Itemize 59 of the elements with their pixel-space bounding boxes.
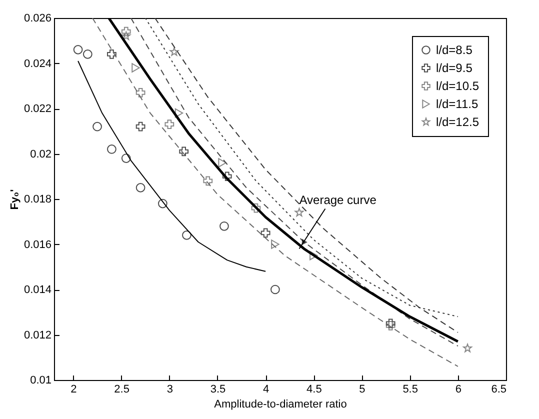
- point: [107, 50, 116, 59]
- annotation: Average curve: [299, 192, 377, 207]
- legend-label: l/d=9.5: [436, 61, 473, 75]
- point: [92, 122, 102, 132]
- point: [121, 154, 131, 163]
- line-series: [78, 60, 266, 272]
- point: [294, 208, 304, 216]
- point: [386, 321, 396, 330]
- point: [136, 88, 146, 98]
- y-tick-label: 0.026: [24, 12, 52, 24]
- x-tick-label: 5: [359, 384, 366, 396]
- point: [203, 176, 213, 186]
- point: [136, 183, 146, 192]
- point: [463, 344, 472, 352]
- point: [158, 198, 168, 208]
- y-tick-label: 0.01: [30, 374, 52, 386]
- point: [73, 45, 83, 54]
- point: [132, 63, 140, 72]
- x-tick-label: 2.5: [114, 384, 130, 396]
- y-axis-title: Fy₀': [8, 188, 21, 210]
- y-tick-label: 0.018: [24, 194, 52, 206]
- point: [222, 172, 232, 182]
- x-tick-label: 4.5: [306, 384, 322, 396]
- x-tick-label: 6: [455, 384, 462, 396]
- point: [170, 47, 179, 56]
- y-tick-label: 0.014: [24, 284, 52, 296]
- legend-label: l/d=11.5: [436, 97, 478, 111]
- x-tick-label: 4: [263, 384, 270, 396]
- point: [82, 50, 92, 59]
- legend-label: l/d=8.5: [436, 43, 473, 57]
- point: [122, 31, 131, 40]
- point: [260, 228, 270, 238]
- point: [310, 250, 318, 260]
- point: [271, 240, 280, 249]
- y-tick-label: 0.016: [24, 238, 52, 251]
- y-tick-label: 0.022: [24, 103, 52, 115]
- x-axis-title: Amplitude-to-diameter ratio: [214, 398, 347, 410]
- point: [218, 158, 226, 168]
- point: [136, 122, 146, 132]
- point: [179, 146, 189, 156]
- point: [164, 120, 174, 130]
- point: [107, 144, 116, 154]
- point: [386, 318, 396, 328]
- legend-label: l/d=10.5: [436, 79, 480, 93]
- x-tick-label: 6.5: [491, 384, 506, 396]
- point: [121, 26, 131, 36]
- point: [182, 230, 192, 240]
- x-tick-label: 5.5: [402, 384, 418, 396]
- point: [174, 108, 184, 118]
- x-tick-label: 3: [166, 384, 173, 396]
- point: [270, 284, 280, 294]
- y-tick-label: 0.024: [24, 58, 52, 70]
- y-tick-label: 0.02: [30, 148, 52, 160]
- y-tick-label: 0.012: [24, 329, 52, 342]
- point: [220, 221, 229, 231]
- x-tick-label: 3.5: [210, 384, 226, 396]
- point: [251, 203, 261, 213]
- legend-label: l/d=12.5: [436, 115, 480, 129]
- x-tick-label: 2: [70, 384, 77, 396]
